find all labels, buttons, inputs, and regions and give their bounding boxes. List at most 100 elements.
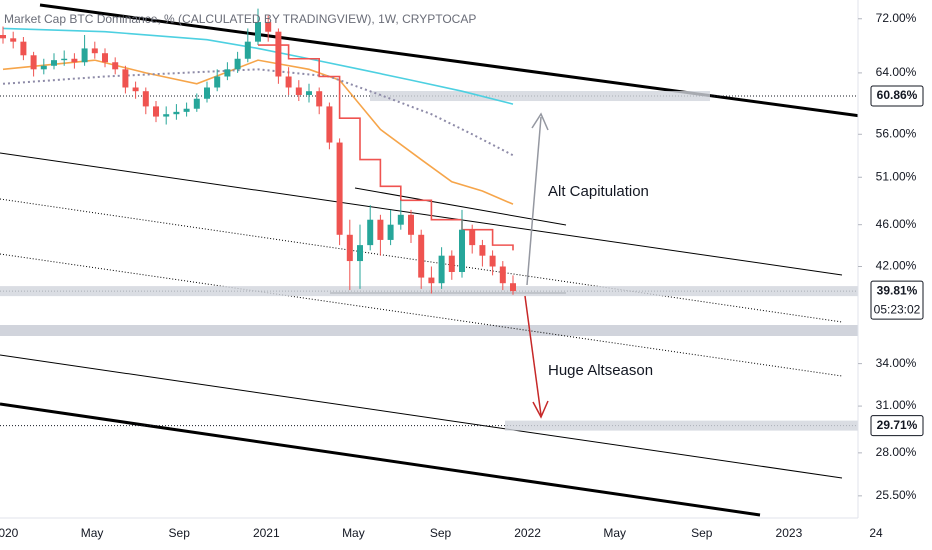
trendline [0,198,843,323]
y-tick-label: 42.00% [876,259,917,273]
axes: 72.00% 64.00% 56.00% 51.00% 46.00% 42.00% 34.0… [0,11,924,540]
candle-body [469,229,476,246]
candle-body [112,62,119,70]
candle-body [479,245,486,256]
x-tick-label: 2021 [253,526,280,540]
trendlines [0,3,869,517]
candle-body [122,69,129,88]
candle-body [510,283,516,292]
candle-body [71,58,78,63]
x-tick-label: 24 [869,526,883,540]
arrow-up [526,116,542,286]
price-label: 29.71% [877,418,918,432]
y-tick-label: 46.00% [876,217,917,231]
candle-body [102,53,108,63]
price-label: 60.86% [877,88,918,102]
y-tick-label: 56.00% [876,126,917,140]
candle-body [489,255,496,267]
support-zone [0,325,858,336]
x-tick-label: Sep [169,526,191,540]
candle-body [275,31,282,77]
x-tick-label: Sep [691,526,713,540]
price-label-box [870,85,924,107]
y-tick-label: 51.00% [876,169,917,183]
candle-body [142,91,149,107]
candle-body [336,142,343,235]
candle-body [153,106,159,117]
candle-body [163,114,170,117]
arrow-down [524,295,542,416]
x-tick-label: May [603,526,626,540]
price-label-box [870,280,924,320]
candle-body [377,219,384,240]
trendline [354,187,567,226]
candle-body [214,76,221,88]
y-tick-label: 72.00% [876,11,917,25]
candle-body [316,91,323,107]
candle-body [265,21,272,32]
trendline [0,152,843,276]
time-axis [0,518,858,550]
price-axis [858,0,932,550]
x-tick-label: 2020 [0,526,19,540]
candle-body [438,255,445,284]
trendline [39,3,869,119]
candle-body [346,234,353,262]
candle-body [408,214,414,235]
x-tick-label: Sep [430,526,452,540]
candle-body [51,60,57,66]
trendline [0,253,843,377]
y-tick-label: 28.00% [876,445,917,459]
price-label-box [870,415,924,437]
candle-body [255,21,261,42]
y-tick-label: 64.00% [876,65,917,79]
moving-average [258,44,514,251]
candle-body [61,58,68,61]
candle-body [326,106,333,143]
candle-body [20,41,27,56]
y-tick-label: 25.50% [876,488,917,502]
arrows [524,112,549,419]
candle-body [30,55,37,70]
zones [0,91,858,431]
candle-body [285,76,292,88]
candle-body [183,108,190,112]
plot [0,8,516,295]
candle-body [459,229,465,273]
candle-body [224,69,231,77]
candle-body [204,87,210,99]
candle-body [306,91,312,95]
countdown: 05:23:02 [874,302,921,316]
x-tick-label: May [342,526,365,540]
chart-title: Market Cap BTC Dominance, % (CALCULATED … [4,12,476,26]
candle-body [132,87,139,92]
price-zone [505,420,858,431]
x-tick-label: 2022 [514,526,541,540]
x-tick-label: May [81,526,104,540]
x-tick-label: 2023 [776,526,803,540]
price-zone [0,286,858,297]
candle-body [448,255,455,273]
candle-body [234,58,241,70]
arrow-head [532,400,549,419]
candle-body [428,277,435,284]
candle-body [357,245,363,262]
price-label: 39.81% [877,283,918,297]
trendline [0,354,843,479]
candle-body [193,98,200,109]
y-tick-label: 34.00% [876,356,917,370]
candle-body [499,266,506,284]
candle-body [40,65,47,70]
candle-body [418,234,425,278]
price-zone [370,91,710,102]
candle-body [0,35,6,39]
candle-body [173,111,180,115]
candle-body [91,48,98,54]
candle-body [244,41,251,59]
candle-body [295,87,302,95]
candle-body [387,224,394,240]
candle-body [367,219,374,246]
